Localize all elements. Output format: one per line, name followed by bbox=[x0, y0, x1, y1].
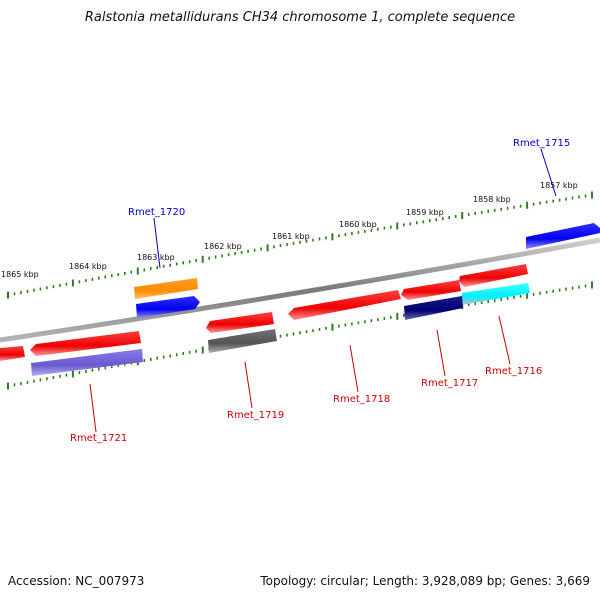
leader-line-1720 bbox=[153, 217, 161, 269]
leader-line-1716 bbox=[498, 315, 511, 365]
gene-1715-arrow[interactable] bbox=[526, 223, 600, 249]
upper-tick-row bbox=[7, 191, 593, 299]
accession-text: Accession: NC_007973 bbox=[8, 574, 145, 588]
kbp-label: 1857 kbp bbox=[540, 181, 578, 190]
gene-label[interactable]: Rmet_1720 bbox=[128, 207, 185, 218]
kbp-label: 1862 kbp bbox=[204, 242, 242, 251]
kbp-label: 1860 kbp bbox=[339, 220, 377, 229]
leader-line-1719 bbox=[244, 361, 253, 409]
gene-label[interactable]: Rmet_1721 bbox=[70, 433, 127, 444]
summary-text: Topology: circular; Length: 3,928,089 bp… bbox=[260, 574, 590, 588]
leader-line-1715 bbox=[540, 148, 557, 197]
leader-line-1717 bbox=[436, 329, 446, 377]
gene-1720b-arrow[interactable] bbox=[136, 296, 200, 318]
gene-1717-arrow[interactable] bbox=[401, 280, 461, 300]
gene-label[interactable]: Rmet_1719 bbox=[227, 410, 284, 421]
lower-tick-row bbox=[7, 281, 593, 390]
gene-1716-arrow[interactable] bbox=[459, 264, 528, 287]
gene-1718-arrow[interactable] bbox=[288, 290, 401, 320]
gene-1721b-arrow[interactable] bbox=[31, 349, 143, 376]
gene-label[interactable]: Rmet_1715 bbox=[513, 138, 570, 149]
kbp-label: 1861 kbp bbox=[272, 232, 310, 241]
map-title: Ralstonia metallidurans CH34 chromosome … bbox=[84, 10, 516, 25]
gene-1719-arrow[interactable] bbox=[206, 312, 274, 333]
gene-1719b-arrow[interactable] bbox=[208, 329, 277, 353]
gene-label[interactable]: Rmet_1717 bbox=[421, 378, 478, 389]
gene-label[interactable]: Rmet_1718 bbox=[333, 394, 390, 405]
leader-line-1718 bbox=[349, 344, 359, 393]
kbp-label: 1863 kbp bbox=[137, 253, 175, 262]
gene-1721-arrow[interactable] bbox=[30, 331, 141, 356]
leader-line-1721 bbox=[89, 383, 97, 433]
kbp-label: 1865 kbp bbox=[1, 270, 39, 279]
kbp-labels: 1857 kbp 1858 kbp 1859 kbp 1860 kbp 1861… bbox=[1, 181, 578, 279]
gene-1717b-arrow[interactable] bbox=[404, 296, 463, 320]
chromosome-backbone bbox=[0, 237, 600, 343]
gene-1720-arrow[interactable] bbox=[134, 278, 198, 299]
kbp-label: 1859 kbp bbox=[406, 208, 444, 217]
gene-label[interactable]: Rmet_1716 bbox=[485, 366, 542, 377]
gene-1716b-arrow[interactable] bbox=[462, 283, 530, 305]
kbp-label: 1864 kbp bbox=[69, 262, 107, 271]
kbp-label: 1858 kbp bbox=[473, 195, 511, 204]
gene-partial-left-arrow[interactable] bbox=[0, 346, 25, 361]
